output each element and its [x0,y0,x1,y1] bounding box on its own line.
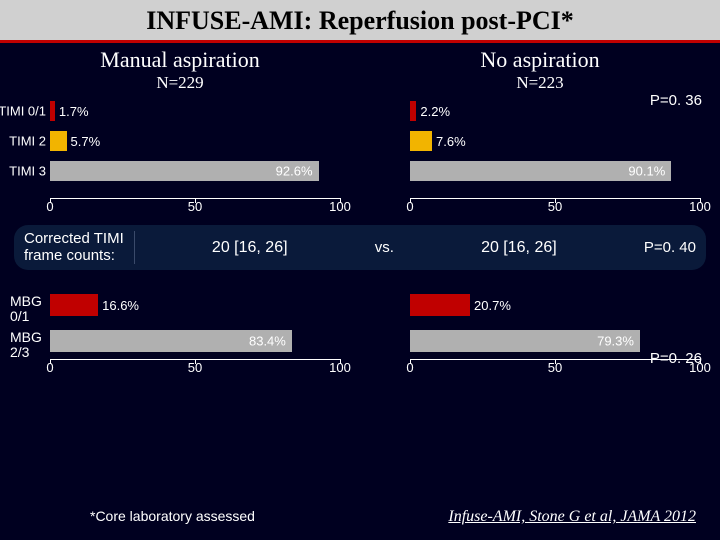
timi-right-half: 2.2%7.6%90.1%050100 [360,99,720,199]
x-tick-mark [700,359,701,364]
bar [410,131,432,151]
bar-row: TIMI 0/11.7% [50,101,340,121]
x-tick-mark [340,359,341,364]
bar [50,101,55,121]
y-axis-label: TIMI 0/1 [0,104,46,119]
bar-value: 5.7% [71,134,101,149]
bar-row: 79.3% [410,330,700,352]
bar-value: 2.2% [420,104,450,119]
left-group: Manual aspiration N=229 [0,47,360,93]
ctfc-label: Corrected TIMI frame counts: [24,231,135,264]
group-headers: Manual aspiration N=229 No aspiration N=… [0,47,720,93]
mbg-charts-row: MBG0/1 MBG2/3 16.6%83.4%050100 20.7%79.3… [0,292,720,360]
bar-value: 92.6% [276,164,313,179]
left-group-header: Manual aspiration [0,47,360,73]
ctfc-vs: vs. [365,239,404,256]
right-group-header: No aspiration [360,47,720,73]
bar [410,294,470,316]
bar-value: 1.7% [59,104,89,119]
slide-root: INFUSE-AMI: Reperfusion post-PCI* Manual… [0,0,720,540]
ctfc-left-val: 20 [16, 26] [135,239,365,257]
bar: 79.3% [410,330,640,352]
x-tick-mark [50,359,51,364]
x-tick-mark [50,198,51,203]
bar-value: 79.3% [597,334,634,349]
bar-row: 2.2% [410,101,700,121]
ctfc-right-val: 20 [16, 26] [404,239,634,257]
ctfc-label-l1: Corrected TIMI [24,230,124,247]
bar-row: 7.6% [410,131,700,151]
bar: 90.1% [410,161,671,181]
x-tick-mark [410,359,411,364]
bar-value: 90.1% [628,164,665,179]
title-underline [0,40,720,43]
timi-left-half: TIMI 0/11.7%TIMI 25.7%TIMI 392.6%050100 [0,99,360,199]
y-axis-label: TIMI 2 [9,134,46,149]
ctfc-band: Corrected TIMI frame counts: 20 [16, 26]… [14,225,706,270]
timi-right-chart: 2.2%7.6%90.1%050100 [410,99,700,199]
x-tick-mark [700,198,701,203]
bar-row: TIMI 392.6% [50,161,340,181]
bar [410,101,416,121]
bar-row: 83.4% [50,330,340,352]
bar-value: 83.4% [249,334,286,349]
x-tick-mark [555,198,556,203]
mbg-left-chart: 16.6%83.4%050100 [50,292,340,360]
x-tick-mark [195,198,196,203]
footnote: *Core laboratory assessed [90,508,255,524]
bar [50,131,67,151]
x-tick-mark [195,359,196,364]
right-group: No aspiration N=223 [360,47,720,93]
bar [50,294,98,316]
slide-title: INFUSE-AMI: Reperfusion post-PCI* [0,0,720,40]
pvalue-ctfc: P=0. 40 [634,239,696,256]
mbg-right-chart: 20.7%79.3%050100 [410,292,700,360]
bar-row: TIMI 25.7% [50,131,340,151]
mbg-right-half: 20.7%79.3%050100 [360,292,720,360]
bar-value: 7.6% [436,134,466,149]
right-group-n: N=223 [360,73,720,93]
x-tick-mark [555,359,556,364]
mbg-left-half: 16.6%83.4%050100 [0,292,360,360]
bar: 92.6% [50,161,319,181]
bar-value: 16.6% [102,298,139,313]
bar-row: 90.1% [410,161,700,181]
bar-value: 20.7% [474,298,511,313]
left-group-n: N=229 [0,73,360,93]
bar-row: 20.7% [410,294,700,316]
bar-row: 16.6% [50,294,340,316]
ctfc-label-l2: frame counts: [24,247,115,264]
x-tick-mark [340,198,341,203]
x-tick-mark [410,198,411,203]
timi-charts-row: TIMI 0/11.7%TIMI 25.7%TIMI 392.6%050100 … [0,99,720,199]
citation: Infuse-AMI, Stone G et al, JAMA 2012 [448,508,696,526]
timi-left-chart: TIMI 0/11.7%TIMI 25.7%TIMI 392.6%050100 [50,99,340,199]
bar: 83.4% [50,330,292,352]
y-axis-label: TIMI 3 [9,164,46,179]
